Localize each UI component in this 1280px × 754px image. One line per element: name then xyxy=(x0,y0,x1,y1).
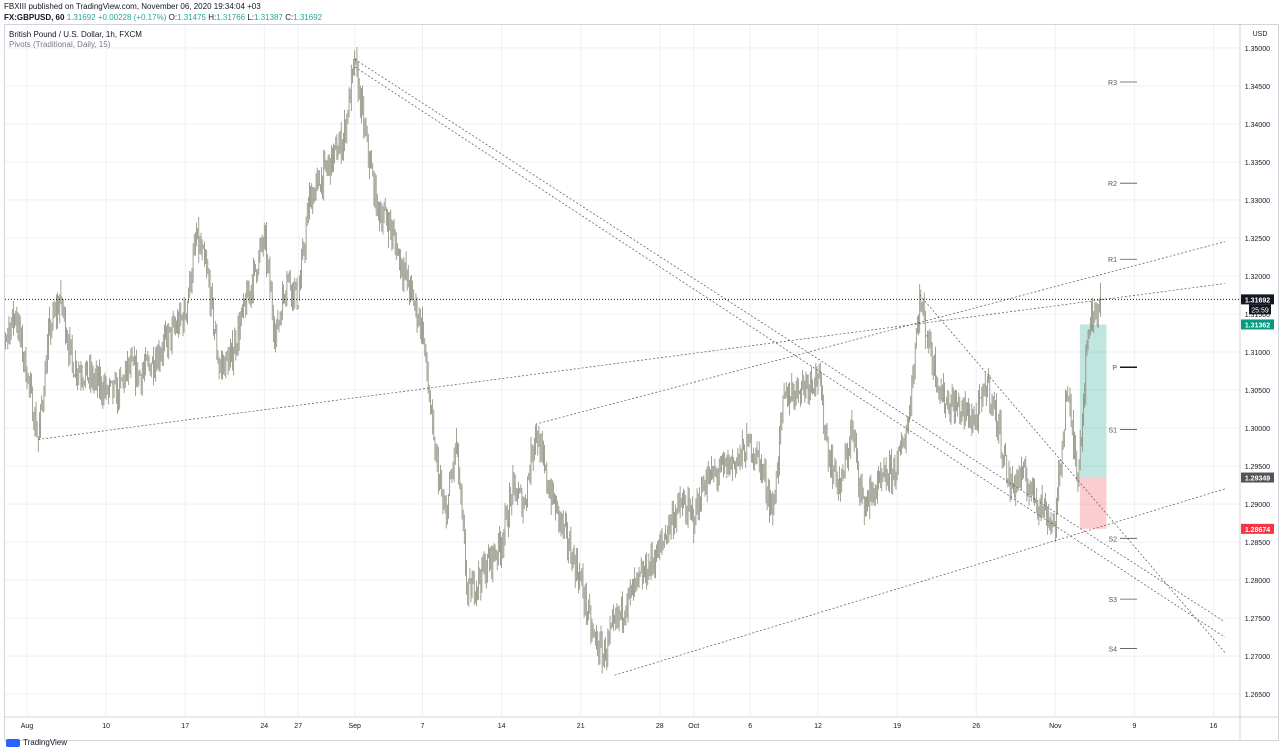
x-tick-label: 6 xyxy=(748,723,752,730)
pivot-label: R1 xyxy=(1108,257,1117,264)
x-tick-label: 17 xyxy=(181,723,189,730)
y-tick-label: 1.31500 xyxy=(1245,312,1270,319)
x-tick-label: 14 xyxy=(498,723,506,730)
pivot-label: S1 xyxy=(1108,428,1117,435)
trendline[interactable] xyxy=(38,283,1225,440)
y-tick-label: 1.28000 xyxy=(1245,578,1270,585)
x-tick-label: 28 xyxy=(656,723,664,730)
y-tick-label: 1.28500 xyxy=(1245,540,1270,547)
x-tick-label: 27 xyxy=(294,723,302,730)
tradingview-logo-icon xyxy=(6,738,20,747)
high-value: 1.31766 xyxy=(216,13,246,22)
x-tick-label: Oct xyxy=(688,723,699,730)
chart-frame xyxy=(4,24,1279,741)
ohlc-bar: FX:GBPUSD, 60 1.31692 +0.00228 (+0.17%) … xyxy=(4,13,323,22)
countdown-label: 25:59 xyxy=(1251,307,1269,314)
x-tick-label: 16 xyxy=(1210,723,1218,730)
pivot-label: S3 xyxy=(1108,597,1117,604)
y-tick-label: 1.35000 xyxy=(1245,46,1270,53)
y-tick-label: 1.29500 xyxy=(1245,464,1270,471)
legend-indicator: Pivots (Traditional, Daily, 15) xyxy=(9,40,111,49)
x-tick-label: 19 xyxy=(893,723,901,730)
y-tick-label: 1.31000 xyxy=(1245,350,1270,357)
currency-label: USD xyxy=(1253,31,1268,38)
plot-area xyxy=(5,47,1226,676)
pivot-label: P xyxy=(1112,365,1117,372)
x-tick-label: Aug xyxy=(21,723,34,730)
x-tick-label: 7 xyxy=(421,723,425,730)
y-tick-label: 1.33000 xyxy=(1245,198,1270,205)
open-value: 1.31475 xyxy=(177,13,206,22)
trendline[interactable] xyxy=(919,294,1226,653)
price-tag xyxy=(1241,472,1274,483)
publish-info: FBXIII published on TradingView.com, Nov… xyxy=(4,2,261,11)
chart-legend: British Pound / U.S. Dollar, 1h, FXCM Pi… xyxy=(9,30,142,50)
y-tick-label: 1.34000 xyxy=(1245,122,1270,129)
y-tick-label: 1.32000 xyxy=(1245,274,1270,281)
pivot-label: R3 xyxy=(1108,80,1117,87)
price-change: +0.00228 (+0.17%) xyxy=(97,13,167,22)
price-tag xyxy=(1241,294,1274,305)
y-tick-label: 1.27000 xyxy=(1245,654,1270,661)
tradingview-brand[interactable]: TradingView xyxy=(6,738,67,747)
y-tick-label: 1.32500 xyxy=(1245,236,1270,243)
last-price: 1.31692 xyxy=(66,13,96,22)
x-tick-label: 26 xyxy=(972,723,980,730)
x-tick-label: Sep xyxy=(348,723,361,730)
price-tag-label: 1.31362 xyxy=(1245,322,1270,329)
trendline[interactable] xyxy=(354,58,1225,623)
y-tick-label: 1.29000 xyxy=(1245,502,1270,509)
x-tick-label: 9 xyxy=(1132,723,1136,730)
y-tick-label: 1.30000 xyxy=(1245,426,1270,433)
legend-title: British Pound / U.S. Dollar, 1h, FXCM xyxy=(9,30,142,39)
price-tag xyxy=(1241,319,1274,330)
pivot-label: S2 xyxy=(1108,536,1117,543)
price-tag-label: 1.31692 xyxy=(1245,297,1270,304)
brand-label: TradingView xyxy=(23,738,68,747)
x-tick-label: 24 xyxy=(260,723,268,730)
pivot-label: S4 xyxy=(1108,647,1117,654)
trendline[interactable] xyxy=(614,488,1225,676)
price-tag xyxy=(1241,523,1274,534)
y-tick-label: 1.33500 xyxy=(1245,160,1270,167)
price-tag-label: 1.28674 xyxy=(1245,527,1270,534)
low-value: 1.31387 xyxy=(254,13,283,22)
y-tick-label: 1.34500 xyxy=(1245,84,1270,91)
close-value: 1.31692 xyxy=(293,13,323,22)
countdown-tag xyxy=(1249,304,1271,315)
x-tick-label: 12 xyxy=(814,723,822,730)
trendline[interactable] xyxy=(535,241,1225,425)
pivot-label: R2 xyxy=(1108,181,1117,188)
y-tick-label: 1.30500 xyxy=(1245,388,1270,395)
x-tick-label: 10 xyxy=(102,723,110,730)
y-tick-label: 1.26500 xyxy=(1245,692,1270,699)
x-tick-label: 21 xyxy=(577,723,585,730)
symbol-label: FX:GBPUSD, 60 xyxy=(4,13,65,22)
x-tick-label: Nov xyxy=(1049,723,1062,730)
y-tick-label: 1.27500 xyxy=(1245,616,1270,623)
price-tag-label: 1.29349 xyxy=(1245,476,1270,483)
position-stop-zone xyxy=(1079,477,1107,529)
trendline[interactable] xyxy=(354,66,1225,638)
